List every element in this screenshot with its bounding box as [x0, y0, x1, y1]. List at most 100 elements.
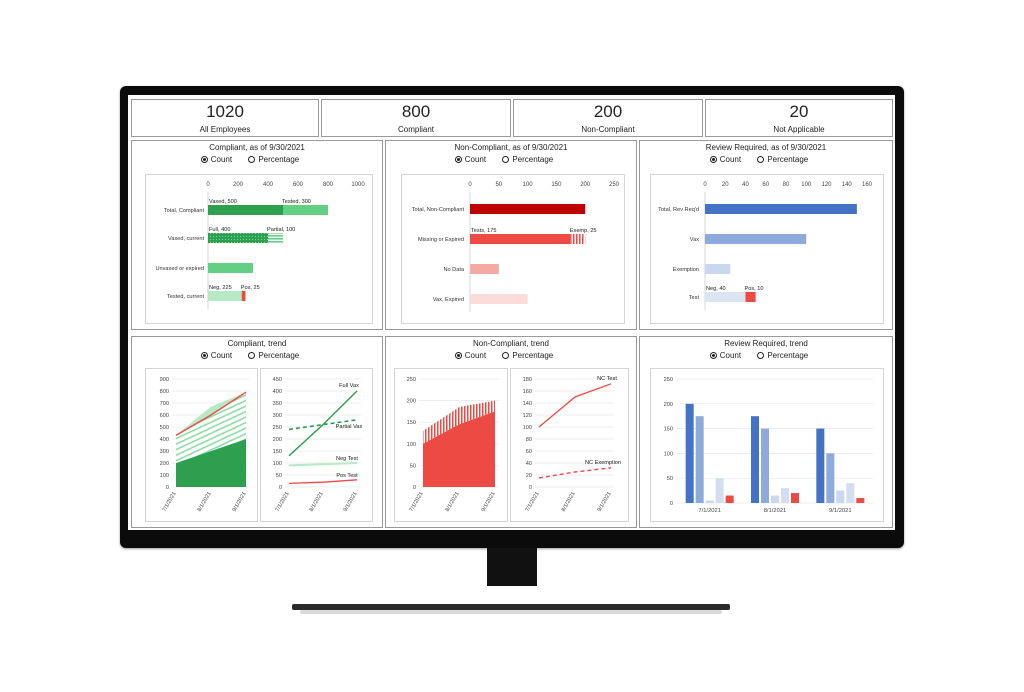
- panel-non-compliant: Non-Compliant, as of 9/30/2021 Count Per…: [385, 140, 637, 330]
- data-label: Pos, 25: [241, 285, 260, 291]
- category-label: Unvaxed or expired: [155, 266, 204, 272]
- bar-segment: [241, 291, 246, 301]
- radio-percentage[interactable]: Percentage: [248, 155, 299, 165]
- radio-selected-icon: [454, 156, 462, 163]
- area-series: [423, 400, 495, 444]
- kpi-value: 200: [593, 102, 623, 121]
- y-tick-label: 0: [670, 501, 673, 507]
- column-bar: [695, 416, 704, 503]
- y-tick-label: 200: [160, 461, 169, 467]
- x-tick-label: 7/1/2021: [162, 491, 178, 513]
- panel-review-trend: Review Required, trend Count Percentage …: [639, 336, 893, 528]
- line-series: [288, 479, 358, 485]
- radio-count[interactable]: Count: [454, 155, 487, 165]
- review-column-chart: 0 50 100 150 200 250 7/1/2021 8/1/2021 9/1/2021: [664, 377, 873, 514]
- x-tick-label: 60: [762, 182, 769, 188]
- y-tick-label: 250: [664, 377, 673, 383]
- y-tick-label: 100: [160, 473, 169, 479]
- chart-review-bars: 0 20 40 60 80 100 120 140 160 Total, Rev Req'd Vax…: [650, 174, 884, 324]
- review-bar-chart: 0 20 40 60 80 100 120 140 160 Total, Rev Req'd Vax…: [658, 182, 873, 310]
- column-bar: [816, 428, 825, 503]
- x-tick-label: 9/1/2021: [597, 491, 613, 513]
- category-label: Total, Rev Req'd: [658, 207, 699, 213]
- line-series: [538, 383, 612, 428]
- radio-count[interactable]: Count: [200, 155, 232, 165]
- radio-count[interactable]: Count: [200, 351, 233, 361]
- y-tick-label: 400: [160, 437, 169, 443]
- radio-label: Count: [464, 155, 487, 164]
- y-tick-label: 40: [526, 461, 532, 467]
- panel-title: Review Required, trend: [724, 339, 808, 348]
- kpi-compliant: 800 Compliant: [321, 99, 511, 137]
- radio-label: Count: [210, 351, 233, 360]
- x-tick-label: 7/1/2021: [409, 491, 425, 513]
- series-label: NC Exemption: [585, 460, 621, 466]
- panel-title: Review Required, as of 9/30/2021: [705, 143, 827, 152]
- category-label: Tested, current: [167, 294, 204, 300]
- radio-percentage[interactable]: Percentage: [757, 351, 808, 361]
- radio-percentage[interactable]: Percentage: [502, 351, 553, 361]
- chart-compliant-bars: 0 200 400 600 800 1000 Total, Compliant Vaxed, …: [145, 174, 373, 324]
- y-tick-label: 120: [523, 413, 532, 419]
- bar-segment: [705, 204, 857, 214]
- chart-review-columns: 0 50 100 150 200 250 7/1/2021 8/1/2021 9/1/2021: [650, 368, 884, 522]
- column-bar: [856, 498, 865, 503]
- panel-title: Compliant, trend: [227, 339, 287, 348]
- y-tick-label: 100: [523, 425, 532, 431]
- bar-segment: [705, 292, 746, 302]
- radio-count[interactable]: Count: [709, 351, 741, 361]
- x-tick-label: 140: [842, 182, 853, 188]
- x-tick-label: 0: [206, 182, 210, 188]
- y-tick-label: 0: [279, 485, 282, 491]
- radio-label: Percentage: [512, 351, 554, 360]
- bar-segment: [208, 263, 253, 273]
- series-label: Full Vax: [339, 383, 359, 389]
- column-bar: [846, 483, 855, 503]
- x-tick-label: 9/1/2021: [829, 508, 852, 514]
- radio-percentage[interactable]: Percentage: [248, 351, 299, 361]
- panel-compliant: Compliant, as of 9/30/2021 Count Percent…: [131, 140, 383, 330]
- line-series: [175, 391, 247, 437]
- kpi-value: 800: [401, 102, 431, 121]
- radio-percentage[interactable]: Percentage: [502, 155, 553, 165]
- x-tick-label: 1000: [351, 182, 365, 188]
- y-tick-label: 800: [160, 389, 169, 395]
- x-tick-label: 200: [233, 182, 244, 188]
- y-tick-label: 100: [407, 442, 416, 448]
- y-tick-label: 0: [529, 485, 532, 491]
- chart-non-compliant-bars: 0 50 100 150 200 250 Total, Non-Compliant Missi…: [401, 174, 625, 324]
- kpi-label: Not Applicable: [773, 125, 825, 134]
- radio-empty-icon: [248, 352, 256, 359]
- category-label: Test: [689, 295, 700, 301]
- area-series: [176, 392, 246, 463]
- radio-count[interactable]: Count: [454, 351, 487, 361]
- y-tick-label: 80: [526, 437, 532, 443]
- y-tick-label: 150: [664, 427, 673, 433]
- y-tick-label: 50: [667, 476, 673, 482]
- y-tick-label: 0: [413, 485, 416, 491]
- category-label: Vaxed, current: [168, 236, 204, 242]
- monitor-stand-neck: [487, 548, 537, 586]
- compliant-area-chart: 0 100 200 300 400 500 600 700 800 900 7/1/2021 8/1/…: [160, 377, 250, 513]
- y-tick-label: 0: [166, 485, 169, 491]
- x-tick-label: 100: [523, 182, 534, 188]
- radio-selected-icon: [709, 352, 717, 359]
- y-tick-label: 20: [526, 473, 532, 479]
- y-tick-label: 100: [664, 451, 673, 457]
- column-bar: [771, 495, 779, 503]
- kpi-label: All Employees: [199, 125, 251, 134]
- y-tick-label: 500: [160, 425, 169, 431]
- category-label: Vax, Expired: [433, 297, 464, 303]
- kpi-all-employees: 1020 All Employees: [131, 99, 319, 137]
- x-tick-label: 8/1/2021: [561, 491, 577, 513]
- y-tick-label: 250: [407, 377, 416, 383]
- compliant-bar-chart: 0 200 400 600 800 1000 Total, Compliant Vaxed, …: [155, 182, 365, 309]
- monitor-stand-base: [292, 604, 730, 610]
- kpi-not-applicable: 20 Not Applicable: [705, 99, 893, 137]
- radio-label: Count: [464, 351, 487, 360]
- radio-percentage[interactable]: Percentage: [757, 155, 808, 165]
- line-series: [538, 467, 612, 479]
- radio-count[interactable]: Count: [709, 155, 741, 165]
- monitor-bezel: 1020 All Employees 800 Compliant 200 Non…: [120, 86, 904, 548]
- chart-compliant-lines: 0 50 100 150 200 250 300 350 400 450 7/1/2021 8/1/2…: [260, 368, 373, 522]
